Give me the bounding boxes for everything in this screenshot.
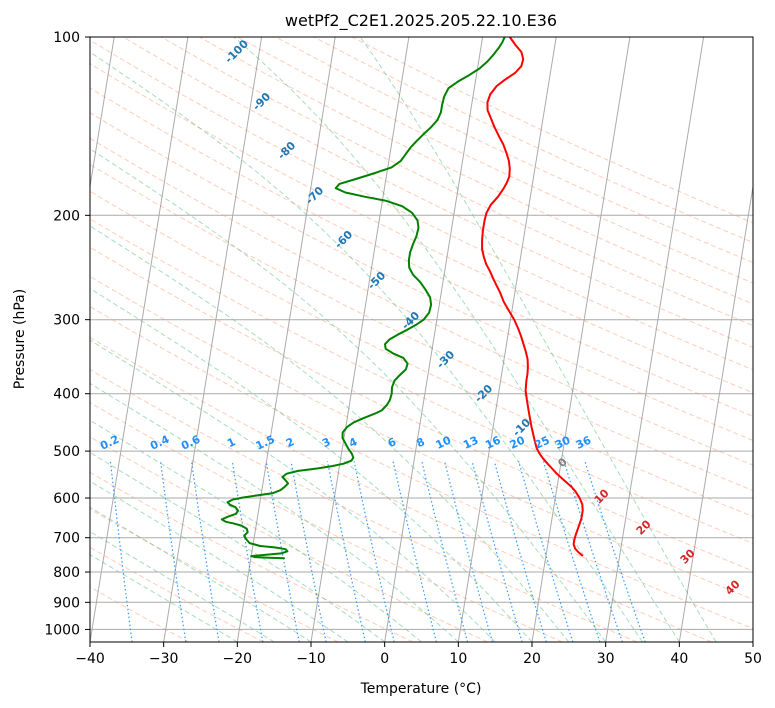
moist-adiabat <box>90 382 459 642</box>
x-tick-label: 20 <box>523 651 541 667</box>
isotherm <box>457 37 557 642</box>
isotherm <box>605 37 705 642</box>
dry-adiabat <box>90 508 339 642</box>
dry-adiabat <box>90 336 712 642</box>
moist-adiabat <box>90 480 349 642</box>
mixing-ratio-line <box>493 461 547 642</box>
y-tick-label: 1000 <box>44 622 80 638</box>
y-tick-label: 300 <box>53 313 80 329</box>
mixing-ratio-label: 20 <box>508 433 528 451</box>
dry-adiabat <box>90 137 753 466</box>
y-tick-label: 600 <box>53 491 80 507</box>
isotherm <box>90 37 115 190</box>
isotherm <box>310 37 410 642</box>
x-tick-label: 50 <box>744 651 762 667</box>
dry-adiabat <box>90 39 753 371</box>
x-tick-label: 40 <box>670 651 688 667</box>
x-tick-label: −30 <box>149 651 179 667</box>
y-tick-label: 800 <box>53 565 80 581</box>
isotherm <box>90 37 189 642</box>
y-tick-label: 900 <box>53 595 80 611</box>
x-axis-label: Temperature (°C) <box>360 681 482 697</box>
y-tick-label: 700 <box>53 531 80 547</box>
y-tick-label: 100 <box>53 30 80 46</box>
mixing-ratio-line <box>471 461 523 642</box>
data-series <box>220 37 584 560</box>
x-tick-label: −10 <box>296 651 326 667</box>
mixing-ratio-line <box>190 461 220 642</box>
isotherm <box>531 37 631 642</box>
moist-adiabat <box>359 37 717 642</box>
x-tick-label: 0 <box>380 651 389 667</box>
mixing-ratio-label: 30 <box>553 433 573 451</box>
moist-adiabat <box>90 554 238 642</box>
dry-adiabat <box>90 112 753 441</box>
background-lines <box>90 37 753 642</box>
dry-adiabat <box>275 37 753 264</box>
isotherm <box>163 37 263 642</box>
chart-title: wetPf2_C2E1.2025.205.22.10.E36 <box>285 11 557 31</box>
dry-adiabat <box>90 305 753 630</box>
mixing-ratio-label: 16 <box>483 433 503 451</box>
mixing-ratio-line <box>421 461 469 642</box>
moist-adiabat <box>90 419 422 642</box>
mixing-ratio-line <box>326 461 366 642</box>
dry-adiabat <box>90 275 753 600</box>
x-tick-label: −40 <box>75 651 105 667</box>
isotherm <box>384 37 484 642</box>
moist-adiabat <box>90 287 533 642</box>
isotherm <box>236 37 336 642</box>
moist-adiabat <box>90 451 385 642</box>
axes: −40 −30 −20 −10 0 10 20 30 40 50 100 200 300 400 500 60… <box>44 30 762 667</box>
dry-adiabat <box>313 37 753 243</box>
y-tick-label: 200 <box>53 208 80 224</box>
mixing-ratio-line <box>518 461 574 642</box>
x-tick-label: 10 <box>449 651 467 667</box>
mixing-ratio-line <box>392 461 437 642</box>
mixing-ratio-line <box>353 461 395 642</box>
moist-adiabat <box>90 51 643 642</box>
mixing-ratio-label: 36 <box>574 433 594 451</box>
moist-adiabat <box>233 37 680 642</box>
y-tick-label: 500 <box>53 444 80 460</box>
moist-adiabat <box>90 225 570 642</box>
plot-area <box>90 37 753 642</box>
moist-adiabat <box>90 339 496 642</box>
y-axis-label: Pressure (hPa) <box>12 289 28 389</box>
isotherm <box>678 183 753 642</box>
mixing-ratio-label: 25 <box>532 434 551 452</box>
dewpoint-profile <box>220 37 506 560</box>
mixing-ratio-label: 13 <box>461 434 480 452</box>
mixing-ratio-label: 10 <box>434 433 454 451</box>
dry-adiabat <box>90 87 753 417</box>
temperature-profile <box>481 37 584 557</box>
mixing-ratio-line <box>290 461 327 642</box>
dry-adiabat <box>122 37 753 348</box>
dry-adiabat <box>237 37 753 284</box>
plot-frame <box>89 36 754 643</box>
y-tick-label: 400 <box>53 387 80 403</box>
moist-adiabat <box>90 148 607 642</box>
dry-adiabat <box>90 246 753 572</box>
mixing-ratio-line <box>231 461 264 642</box>
mixing-ratio-line <box>160 461 187 642</box>
x-tick-label: −20 <box>223 651 253 667</box>
dry-adiabat <box>90 218 753 544</box>
x-tick-label: 30 <box>597 651 615 667</box>
mixing-ratio-line <box>265 461 300 642</box>
moist-adiabat <box>90 531 275 642</box>
